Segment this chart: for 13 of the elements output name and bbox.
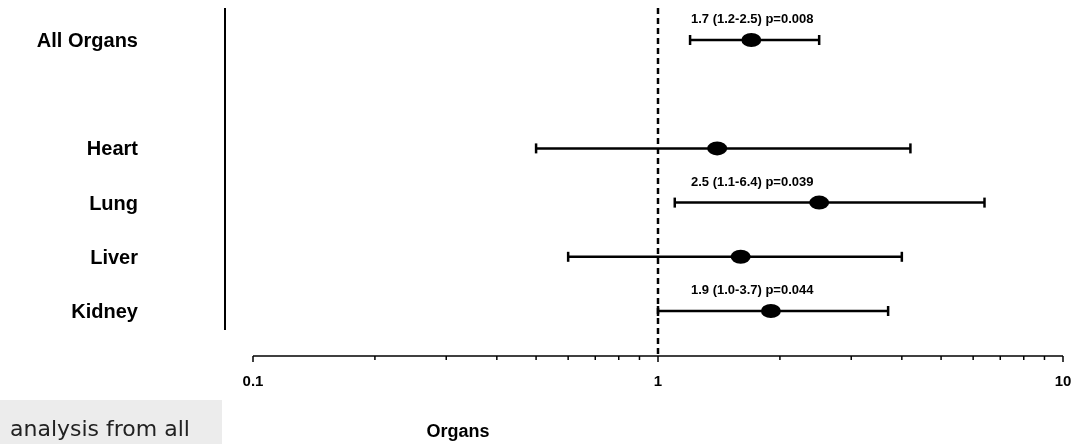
text: analysis from all	[10, 416, 190, 441]
y-tick-label: Lung	[89, 191, 138, 214]
data-label: 1.9 (1.0-3.7) p=0.044	[691, 282, 815, 297]
x-axis-title: Organs	[426, 421, 490, 441]
y-tick-label: Heart	[86, 137, 139, 160]
y-tick-label: Liver	[90, 245, 139, 268]
data-label: 1.7 (1.2-2.5) p=0.008	[691, 11, 814, 26]
x-tick-label: 1	[653, 372, 663, 389]
x-tick-label: 0.1	[242, 372, 264, 389]
x-tick-label: 10	[1054, 372, 1072, 389]
y-tick-label: Kidney	[71, 300, 139, 322]
y-tick-label: All Organs	[36, 29, 138, 51]
data-label: 2.5 (1.1-6.4) p=0.039	[691, 173, 814, 189]
